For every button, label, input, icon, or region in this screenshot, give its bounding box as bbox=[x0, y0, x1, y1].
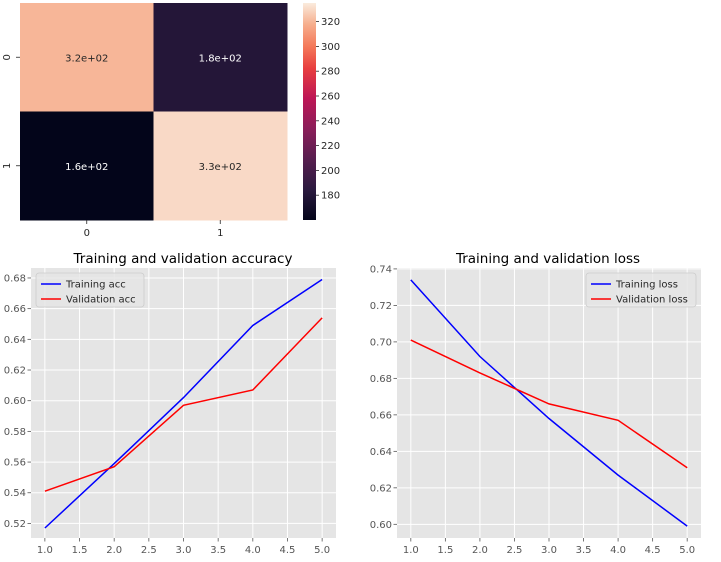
x-tick-label: 2.0 bbox=[106, 545, 122, 556]
y-tick-label: 0.58 bbox=[4, 427, 26, 438]
colorbar-tick-label: 180 bbox=[321, 191, 340, 202]
heatmap-cell bbox=[20, 3, 154, 112]
confusion-matrix-heatmap: 3.2e+02 1.8e+02 1.6e+02 3.3e+02 0 1 0 1 bbox=[2, 3, 288, 239]
legend-box bbox=[35, 272, 145, 308]
x-tick-label: 5.0 bbox=[679, 545, 695, 556]
series-line bbox=[44, 278, 323, 529]
x-tick-label: 1.5 bbox=[72, 545, 88, 556]
x-tick-label: 2.5 bbox=[141, 545, 157, 556]
x-tick-label: 1.5 bbox=[437, 545, 453, 556]
y-tick-label: 0.56 bbox=[4, 458, 26, 469]
colorbar-tick-label: 260 bbox=[321, 92, 340, 103]
y-tick-label: 0.60 bbox=[370, 520, 392, 531]
accuracy-chart-title: Training and validation accuracy bbox=[73, 251, 293, 267]
series-line bbox=[44, 317, 323, 492]
heatmap-cell bbox=[153, 111, 288, 221]
loss-chart-title: Training and validation loss bbox=[455, 251, 640, 267]
y-tick-label: 0.64 bbox=[370, 447, 392, 458]
loss-chart: Training and validation loss 1.0 1.5 2.0 2.… bbox=[370, 251, 701, 556]
colorbar-gradient bbox=[303, 3, 316, 220]
legend-label: Validation loss bbox=[616, 295, 688, 306]
y-tick-label: 0.74 bbox=[370, 264, 392, 275]
x-tick-label: 4.0 bbox=[245, 545, 261, 556]
x-tick-label: 2.5 bbox=[507, 545, 523, 556]
x-tick-label: 1 bbox=[217, 228, 223, 239]
accuracy-chart: Training and validation accuracy 1.0 1.5 2… bbox=[4, 251, 336, 556]
heatmap-cell-label: 3.3e+02 bbox=[199, 162, 242, 173]
x-tick-label: 3.5 bbox=[576, 545, 592, 556]
heatmap-colorbar: 180 200 220 240 260 280 300 320 bbox=[303, 3, 340, 220]
heatmap-cell bbox=[153, 3, 288, 112]
colorbar-tick-label: 200 bbox=[321, 166, 340, 177]
y-tick-label: 0.64 bbox=[4, 335, 26, 346]
x-tick-label: 4.5 bbox=[645, 545, 661, 556]
legend-box bbox=[585, 272, 697, 308]
x-tick-label: 0 bbox=[84, 228, 90, 239]
y-tick-label: 0.70 bbox=[370, 337, 392, 348]
series-line bbox=[410, 339, 688, 469]
x-tick-label: 3.5 bbox=[210, 545, 226, 556]
y-tick-label: 0.66 bbox=[4, 304, 26, 315]
legend-label: Training loss bbox=[615, 280, 678, 291]
x-tick-label: 4.0 bbox=[610, 545, 626, 556]
y-tick-label: 0.54 bbox=[4, 488, 26, 499]
heatmap-cell-label: 3.2e+02 bbox=[65, 53, 108, 64]
colorbar-tick-label: 300 bbox=[321, 42, 340, 53]
colorbar-tick-label: 280 bbox=[321, 67, 340, 78]
y-tick-label: 0.68 bbox=[4, 273, 26, 284]
x-tick-label: 3.0 bbox=[541, 545, 557, 556]
legend-label: Training acc bbox=[65, 280, 126, 291]
y-tick-label: 0.60 bbox=[4, 396, 26, 407]
x-tick-label: 2.0 bbox=[472, 545, 488, 556]
x-tick-label: 4.5 bbox=[280, 545, 296, 556]
y-tick-label: 0.66 bbox=[370, 410, 392, 421]
heatmap-cell-label: 1.8e+02 bbox=[199, 53, 242, 64]
y-tick-label: 0.72 bbox=[370, 301, 392, 312]
y-tick-label: 1 bbox=[2, 163, 13, 169]
y-tick-label: 0.62 bbox=[370, 483, 392, 494]
y-tick-label: 0.62 bbox=[4, 366, 26, 377]
y-tick-label: 0.52 bbox=[4, 519, 26, 530]
heatmap-cell-label: 1.6e+02 bbox=[65, 162, 108, 173]
heatmap-cell bbox=[20, 111, 154, 221]
colorbar-tick-label: 240 bbox=[321, 116, 340, 127]
colorbar-tick-label: 320 bbox=[321, 17, 340, 28]
colorbar-tick-label: 220 bbox=[321, 141, 340, 152]
series-line bbox=[410, 279, 688, 527]
legend-label: Validation acc bbox=[66, 295, 136, 306]
x-tick-label: 1.0 bbox=[37, 545, 53, 556]
y-tick-label: 0 bbox=[2, 54, 13, 60]
y-tick-label: 0.68 bbox=[370, 374, 392, 385]
x-tick-label: 5.0 bbox=[314, 545, 330, 556]
x-tick-label: 1.0 bbox=[403, 545, 419, 556]
x-tick-label: 3.0 bbox=[176, 545, 192, 556]
